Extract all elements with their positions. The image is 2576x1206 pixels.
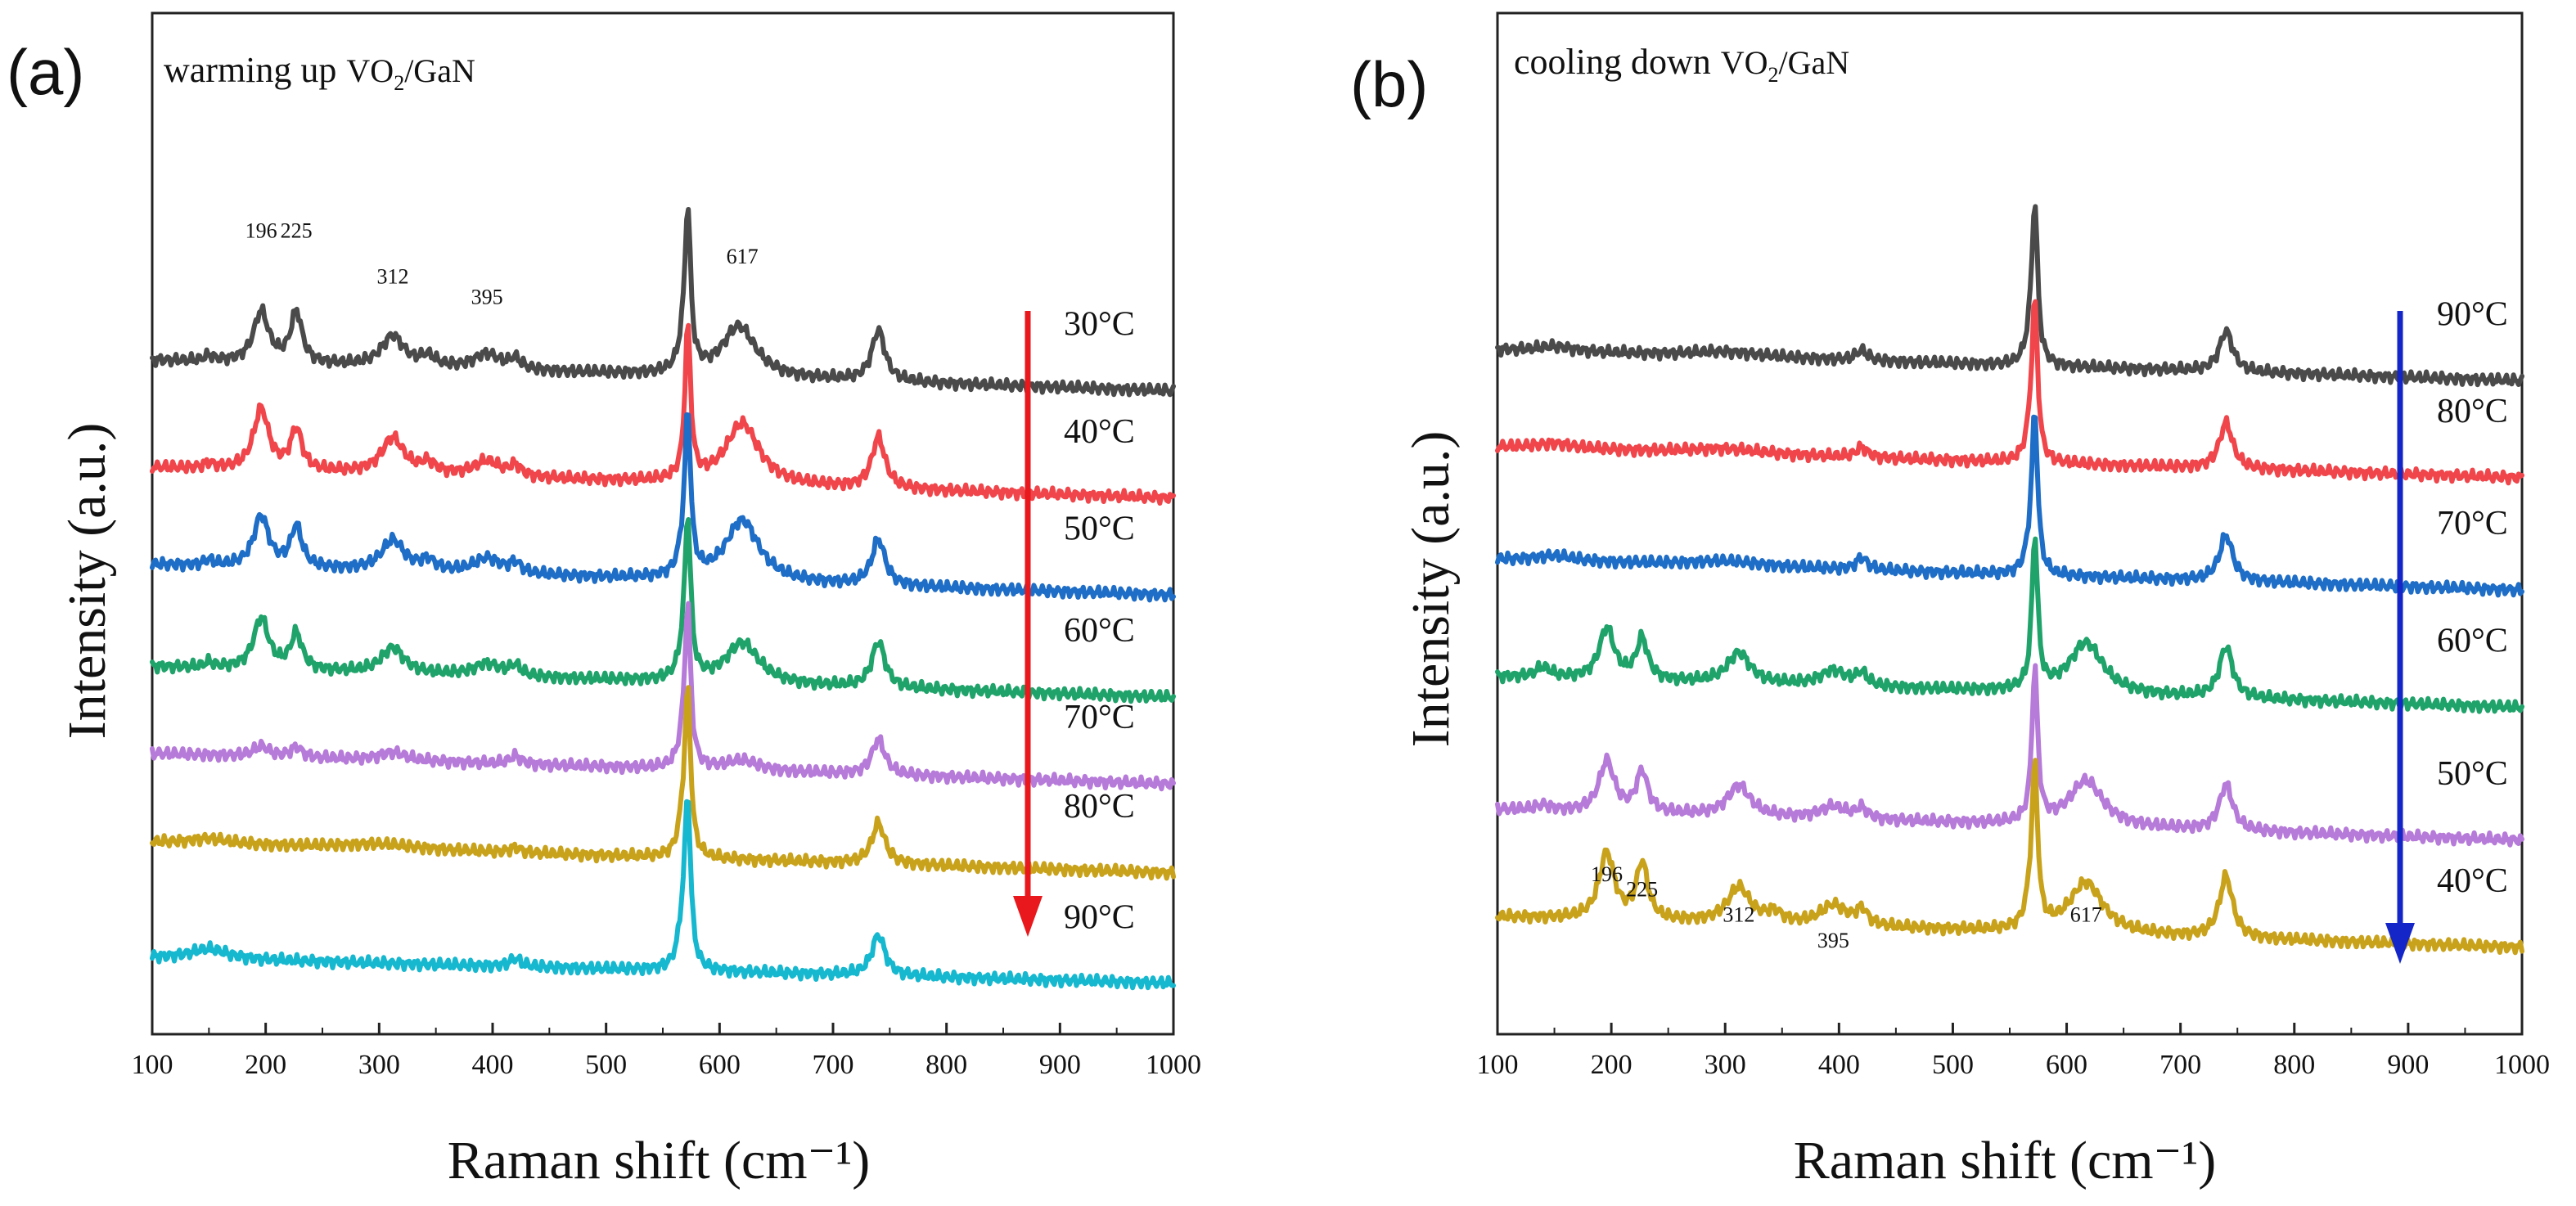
x-tick-label: 100	[132, 1050, 173, 1080]
formula-subscript: 2	[1768, 63, 1779, 87]
series-temperature-label: 60°C	[2437, 623, 2508, 660]
x-tick-label: 400	[1818, 1050, 1860, 1080]
x-tick-label: 200	[245, 1050, 286, 1080]
spectra	[150, 207, 1176, 991]
peak-label: 617	[2070, 903, 2102, 927]
peak-label: 312	[376, 265, 408, 289]
x-tick-label: 700	[813, 1050, 854, 1080]
series-temperature-label: 70°C	[1064, 699, 1135, 736]
temperature-labels: 90°C 80°C 70°C 60°C 50°C 40°C	[2437, 295, 2508, 900]
spectrum-line	[150, 685, 1176, 881]
series-temperature-label: 80°C	[1064, 788, 1135, 826]
x-ticks	[1496, 1023, 2524, 1034]
spectrum-line	[1495, 758, 2524, 956]
y-axis-title: Intensity (a.u.)	[1401, 431, 1461, 748]
caption-label: warming up	[164, 50, 336, 90]
series-temperature-label: 70°C	[2437, 505, 2508, 542]
peak-labels: 196 225 312 395 617	[245, 219, 759, 309]
x-tick-label: 100	[1477, 1050, 1519, 1080]
panel-a: (a) Intensity (a.u.) Raman shift (cm⁻¹) …	[7, 11, 1202, 1190]
formula-prefix: VO	[1721, 44, 1768, 81]
peak-label: 312	[1723, 903, 1754, 927]
spectrum-line	[1495, 299, 2524, 486]
plot-frame	[151, 11, 1175, 1036]
plot-area	[150, 11, 1176, 1036]
x-tick-label: 300	[358, 1050, 400, 1080]
spectrum-line	[150, 517, 1176, 704]
direction-arrow	[2385, 311, 2415, 964]
x-tick-label: 600	[699, 1050, 741, 1080]
y-axis-title: Intensity (a.u.)	[57, 423, 117, 740]
panel-caption: cooling down VO2/GaN	[1514, 42, 1849, 87]
panel-label: (a)	[7, 36, 84, 108]
series-temperature-label: 80°C	[2437, 393, 2508, 430]
formula-prefix: VO	[346, 52, 394, 89]
panel-b: (b) Intensity (a.u.) Raman shift (cm⁻¹) …	[1350, 11, 2551, 1190]
plot-area	[1495, 11, 2524, 1036]
arrow-head	[1013, 896, 1043, 937]
spectrum-line	[1495, 414, 2524, 598]
x-tick-label: 800	[2273, 1050, 2315, 1080]
direction-arrow	[1013, 311, 1043, 937]
panel-caption: warming up VO2/GaN	[164, 50, 475, 95]
peak-label: 395	[1817, 929, 1849, 952]
x-tick-label: 900	[1039, 1050, 1081, 1080]
series-temperature-label: 40°C	[1064, 413, 1135, 451]
temperature-labels: 30°C 40°C 50°C 60°C 70°C 80°C 90°C	[1064, 306, 1135, 937]
series-temperature-label: 90°C	[1064, 899, 1135, 937]
spectrum-line	[150, 799, 1176, 991]
x-tick-label: 700	[2159, 1050, 2201, 1080]
x-tick-label: 300	[1705, 1050, 1746, 1080]
series-temperature-label: 30°C	[1064, 306, 1135, 344]
spectrum-line	[150, 322, 1176, 506]
spectrum-line	[150, 601, 1176, 792]
spectrum-line	[1495, 204, 2524, 388]
peak-label: 225	[281, 219, 313, 243]
spectrum-line	[1495, 663, 2524, 848]
peak-label: 225	[1626, 878, 1658, 902]
series-temperature-label: 90°C	[2437, 295, 2508, 333]
x-tick-label: 800	[925, 1050, 967, 1080]
caption-label: cooling down	[1514, 42, 1711, 82]
x-tick-label: 200	[1591, 1050, 1633, 1080]
x-tick-label: 500	[585, 1050, 627, 1080]
series-temperature-label: 40°C	[2437, 862, 2508, 900]
peak-label: 196	[1591, 862, 1623, 886]
x-tick-label: 400	[472, 1050, 514, 1080]
peak-label: 617	[727, 245, 759, 268]
peak-label: 395	[471, 286, 503, 309]
x-tick-label: 1000	[2494, 1050, 2550, 1080]
formula-subscript: 2	[394, 71, 404, 95]
spectrum-line	[150, 412, 1176, 603]
x-axis-title: Raman shift (cm⁻¹)	[448, 1131, 871, 1190]
spectra	[1495, 204, 2524, 956]
x-tick-labels: 100 200 300 400 500 600 700 800 900 1000	[132, 1050, 1202, 1080]
series-temperature-label: 60°C	[1064, 612, 1135, 650]
series-temperature-label: 50°C	[2437, 755, 2508, 793]
x-ticks	[151, 1023, 1175, 1034]
x-tick-label: 600	[2046, 1050, 2087, 1080]
formula-suffix: /GaN	[404, 52, 475, 89]
spectrum-line	[150, 207, 1176, 398]
x-tick-label: 900	[2387, 1050, 2429, 1080]
formula-suffix: /GaN	[1779, 44, 1850, 81]
x-tick-labels: 100 200 300 400 500 600 700 800 900 1000	[1477, 1050, 2551, 1080]
x-tick-label: 500	[1932, 1050, 1974, 1080]
x-tick-label: 1000	[1146, 1050, 1201, 1080]
arrow-head	[2385, 923, 2415, 964]
x-axis-title: Raman shift (cm⁻¹)	[1794, 1131, 2217, 1190]
peak-label: 196	[245, 219, 277, 243]
series-temperature-label: 50°C	[1064, 510, 1135, 547]
peak-labels: 196 225 312 395 617	[1591, 862, 2102, 952]
panel-label: (b)	[1350, 48, 1428, 120]
spectrum-line	[1495, 536, 2524, 714]
